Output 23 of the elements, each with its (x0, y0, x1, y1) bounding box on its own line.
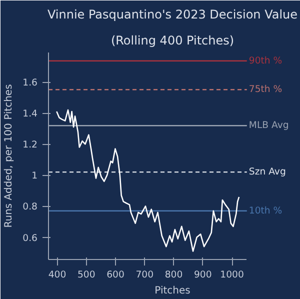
ref-line-label: 75th % (248, 84, 282, 96)
y-tick-label: 0.8 (22, 202, 38, 213)
ref-line-label: 90th % (248, 55, 282, 66)
chart-subtitle: (Rolling 400 Pitches) (110, 34, 234, 48)
y-tick-label: 1.2 (22, 140, 38, 151)
y-tick-label: 0.6 (22, 232, 38, 244)
x-tick-label: 400 (48, 270, 66, 280)
ref-line-label: Szn Avg (248, 166, 286, 178)
line-series (56, 109, 240, 252)
y-tick-label: 1.4 (22, 108, 38, 120)
x-axis-title: Pitches (154, 286, 190, 296)
y-tick-label: 1.6 (22, 78, 38, 89)
x-tick-label: 500 (77, 270, 96, 280)
x-tick-label: 900 (194, 270, 212, 280)
x-tick-label: 700 (136, 270, 154, 280)
ref-line-label: MLB Avg (248, 120, 289, 132)
x-tick-label: 1000 (220, 270, 244, 280)
x-tick-label: 600 (106, 270, 124, 280)
ref-line-label: 10th % (248, 205, 282, 216)
y-tick-label: 1 (32, 170, 38, 182)
y-axis-title: Runs Added, per 100 Pitches (4, 84, 15, 228)
chart-title: Vinnie Pasquantino's 2023 Decision Value (47, 8, 298, 22)
x-tick-label: 800 (164, 270, 183, 280)
